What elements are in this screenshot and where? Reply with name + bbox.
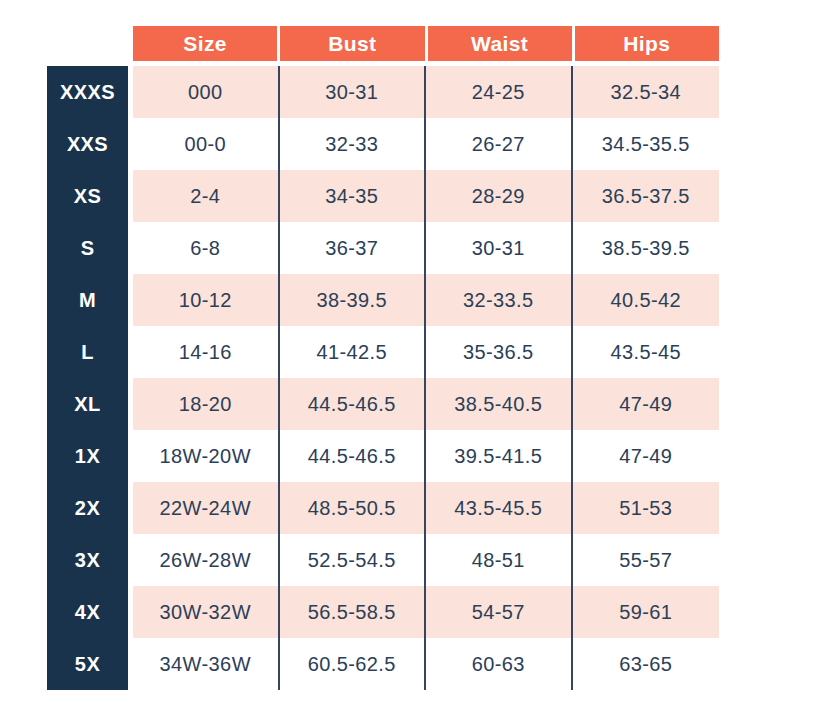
column-header-bust: Bust [280,26,424,61]
row-label-m: M [47,274,128,326]
cell-bust: 44.5-46.5 [280,430,427,482]
cell-size: 26W-28W [133,534,280,586]
cell-waist: 30-31 [426,222,573,274]
column-header-size: Size [133,26,277,61]
cell-bust: 48.5-50.5 [280,482,427,534]
cell-size: 18-20 [133,378,280,430]
cell-size: 18W-20W [133,430,280,482]
cell-bust: 30-31 [280,66,427,118]
table-row: 34W-36W 60.5-62.5 60-63 63-65 [133,638,719,690]
cell-waist: 60-63 [426,638,573,690]
cell-size: 22W-24W [133,482,280,534]
cell-size: 14-16 [133,326,280,378]
cell-waist: 48-51 [426,534,573,586]
table-row: 000 30-31 24-25 32.5-34 [133,66,719,118]
cell-hips: 63-65 [573,638,720,690]
table-row: 2-4 34-35 28-29 36.5-37.5 [133,170,719,222]
cell-waist: 28-29 [426,170,573,222]
row-label-3x: 3X [47,534,128,586]
cell-waist: 54-57 [426,586,573,638]
table-row: 10-12 38-39.5 32-33.5 40.5-42 [133,274,719,326]
size-label-column: XXXS XXS XS S M L XL 1X 2X 3X 4X 5X [47,66,128,690]
row-label-s: S [47,222,128,274]
cell-bust: 32-33 [280,118,427,170]
cell-size: 00-0 [133,118,280,170]
cell-hips: 59-61 [573,586,720,638]
table-row: 18W-20W 44.5-46.5 39.5-41.5 47-49 [133,430,719,482]
cell-waist: 32-33.5 [426,274,573,326]
row-label-1x: 1X [47,430,128,482]
table-row: 14-16 41-42.5 35-36.5 43.5-45 [133,326,719,378]
cell-size: 34W-36W [133,638,280,690]
table-row: 22W-24W 48.5-50.5 43.5-45.5 51-53 [133,482,719,534]
cell-hips: 51-53 [573,482,720,534]
cell-waist: 38.5-40.5 [426,378,573,430]
cell-size: 2-4 [133,170,280,222]
cell-hips: 55-57 [573,534,720,586]
cell-bust: 34-35 [280,170,427,222]
cell-hips: 47-49 [573,378,720,430]
table-body: 000 30-31 24-25 32.5-34 00-0 32-33 26-27… [133,66,719,690]
cell-hips: 43.5-45 [573,326,720,378]
cell-waist: 39.5-41.5 [426,430,573,482]
table-row: 18-20 44.5-46.5 38.5-40.5 47-49 [133,378,719,430]
cell-waist: 35-36.5 [426,326,573,378]
cell-hips: 32.5-34 [573,66,720,118]
table-row: 30W-32W 56.5-58.5 54-57 59-61 [133,586,719,638]
table-header-row: Size Bust Waist Hips [133,26,719,61]
cell-hips: 38.5-39.5 [573,222,720,274]
cell-waist: 43.5-45.5 [426,482,573,534]
cell-size: 000 [133,66,280,118]
cell-hips: 36.5-37.5 [573,170,720,222]
cell-size: 6-8 [133,222,280,274]
row-label-xl: XL [47,378,128,430]
table-row: 26W-28W 52.5-54.5 48-51 55-57 [133,534,719,586]
row-label-xs: XS [47,170,128,222]
cell-waist: 24-25 [426,66,573,118]
table-row: 00-0 32-33 26-27 34.5-35.5 [133,118,719,170]
column-header-hips: Hips [575,26,719,61]
size-chart: Size Bust Waist Hips XXXS XXS XS S M L X… [0,0,828,702]
cell-bust: 60.5-62.5 [280,638,427,690]
row-label-5x: 5X [47,638,128,690]
cell-bust: 52.5-54.5 [280,534,427,586]
row-label-4x: 4X [47,586,128,638]
row-label-xxxs: XXXS [47,66,128,118]
row-label-2x: 2X [47,482,128,534]
cell-bust: 44.5-46.5 [280,378,427,430]
cell-size: 30W-32W [133,586,280,638]
table-row: 6-8 36-37 30-31 38.5-39.5 [133,222,719,274]
row-label-xxs: XXS [47,118,128,170]
column-header-waist: Waist [428,26,572,61]
cell-bust: 56.5-58.5 [280,586,427,638]
cell-bust: 41-42.5 [280,326,427,378]
cell-hips: 34.5-35.5 [573,118,720,170]
cell-bust: 36-37 [280,222,427,274]
row-label-l: L [47,326,128,378]
cell-hips: 40.5-42 [573,274,720,326]
cell-size: 10-12 [133,274,280,326]
cell-hips: 47-49 [573,430,720,482]
cell-waist: 26-27 [426,118,573,170]
cell-bust: 38-39.5 [280,274,427,326]
